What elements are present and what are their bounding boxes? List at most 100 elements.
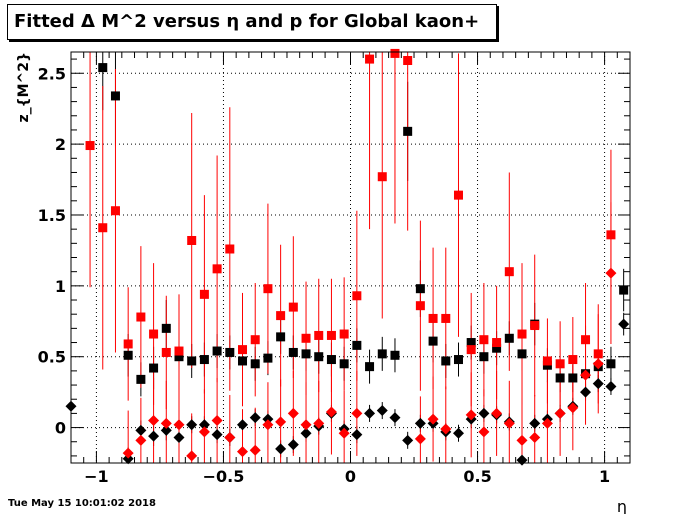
data-point-square [301,349,311,359]
data-point-diamond [224,431,236,443]
data-point-square [199,289,209,299]
y-tick-label: 0.5 [38,348,66,367]
data-point-diamond [237,419,249,431]
data-point-diamond [414,417,426,429]
data-point-diamond [402,434,414,446]
data-point-diamond [478,407,490,419]
data-point-square [314,352,324,362]
data-point-square [250,335,260,345]
data-point-square [542,356,552,366]
data-point-square [377,172,387,182]
error-bar-layer [70,52,625,463]
data-point-diamond [211,414,223,426]
data-point-square [326,330,336,340]
data-point-square [466,345,476,355]
y-tick-label: 2.5 [38,64,66,83]
chart-title-box: Fitted Δ M^2 versus η and p for Global k… [7,4,497,40]
data-point-square [479,352,489,362]
data-point-square [276,332,286,342]
data-point-square [492,338,502,348]
y-tick-label: 0 [55,419,66,438]
data-point-square [403,56,413,66]
data-point-square [288,347,298,357]
data-point-square [276,311,286,321]
data-point-square [314,330,324,340]
data-point-square [390,48,400,58]
data-point-square [187,356,197,366]
marker-layer [65,48,630,466]
data-point-square [492,343,502,353]
data-point-square [555,359,565,369]
data-point-square [428,336,438,346]
data-point-diamond [198,426,210,438]
data-point-square [606,230,616,240]
data-point-square [85,141,95,151]
data-point-diamond [364,407,376,419]
data-point-square [149,329,159,339]
data-point-diamond [465,409,477,421]
data-point-diamond [262,419,274,431]
data-point-diamond [287,407,299,419]
data-point-diamond [186,419,198,431]
data-point-square [352,291,362,301]
data-point-square [263,353,273,363]
data-point-square [504,267,514,277]
data-point-diamond [275,416,287,428]
data-point-diamond [249,412,261,424]
data-point-square [174,346,184,356]
data-point-square [352,340,362,350]
data-point-square [377,349,387,359]
y-tick-label: 1.5 [38,206,66,225]
data-point-diamond [491,407,503,419]
data-point-square [187,235,197,245]
data-point-square [555,373,565,383]
data-point-square [415,301,425,311]
data-point-diamond [148,414,160,426]
data-point-square [593,349,603,359]
data-point-diamond [135,434,147,446]
data-point-square [149,363,159,373]
data-point-diamond [516,454,528,466]
data-point-square [453,190,463,200]
data-point-square [199,355,209,365]
data-point-diamond [287,439,299,451]
data-point-square [212,346,222,356]
timestamp: Tue May 15 10:01:02 2018 [8,498,156,509]
data-point-square [238,345,248,355]
y-tick-label: 1 [55,277,66,296]
data-point-square [136,312,146,322]
x-tick-label: −1 [84,467,109,486]
data-point-diamond [580,386,592,398]
data-point-square [466,338,476,348]
data-point-diamond [173,419,185,431]
data-point-diamond [580,369,592,381]
data-point-square [441,356,451,366]
data-point-square [619,285,629,295]
data-point-diamond [160,417,172,429]
data-point-diamond [389,412,401,424]
data-point-diamond [122,447,134,459]
data-point-square [339,359,349,369]
data-point-diamond [313,417,325,429]
x-tick-label: 0 [345,467,356,486]
data-point-square [517,329,527,339]
data-point-diamond [148,430,160,442]
data-point-diamond [503,417,515,429]
data-point-square [123,350,133,360]
data-point-square [606,359,616,369]
data-point-diamond [541,417,553,429]
data-point-square [339,329,349,339]
data-point-diamond [376,405,388,417]
data-point-square [212,264,222,274]
chart-title: Fitted Δ M^2 versus η and p for Global k… [14,11,480,32]
x-tick-label: 1 [599,467,610,486]
data-point-diamond [122,453,134,465]
data-point-square [288,302,298,312]
data-point-diamond [160,424,172,436]
y-axis-label: z_{M^2} [16,52,32,123]
data-point-diamond [516,434,528,446]
data-point-square [365,362,375,372]
data-point-square [161,323,171,333]
data-point-diamond [275,443,287,455]
x-axis-label: η [617,497,627,514]
